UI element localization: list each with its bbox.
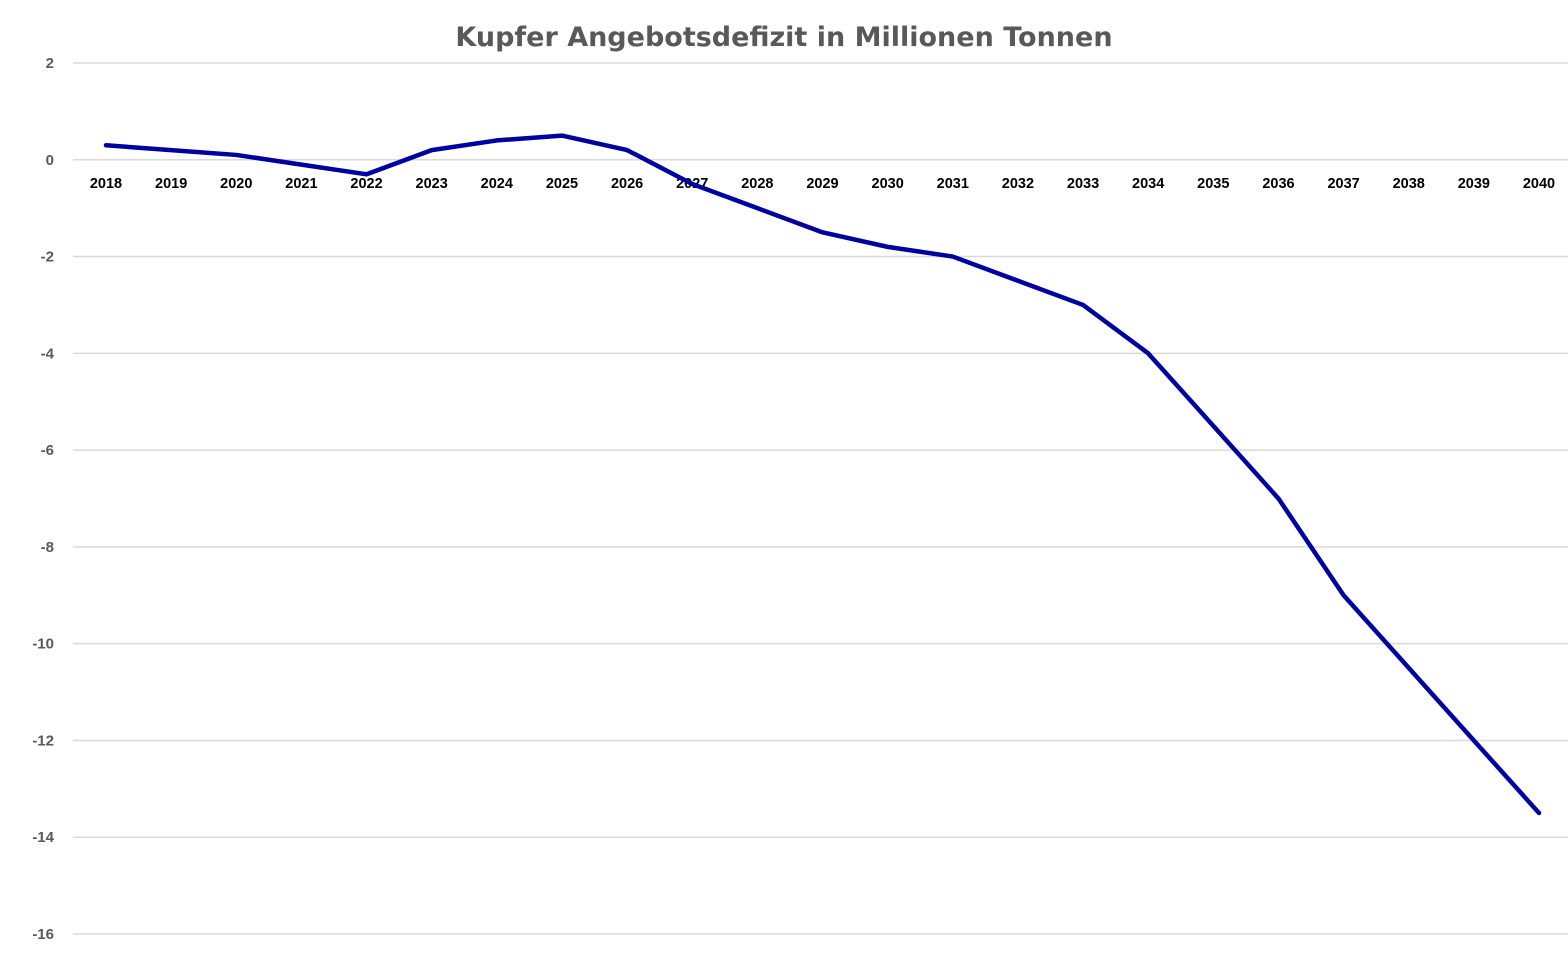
x-tick-label: 2036 <box>1262 176 1294 192</box>
series-layer <box>103 133 1542 816</box>
x-axis-ticks: 2018 2019 2020 2021 2022 2023 2024 2025 2026 2027… <box>90 176 1555 192</box>
x-tick-label: 2031 <box>937 176 969 192</box>
x-tick-label: 2018 <box>90 176 122 192</box>
gridlines <box>73 62 1568 935</box>
y-tick-label: 2 <box>46 55 54 72</box>
x-tick-label: 2022 <box>350 176 382 192</box>
y-tick-label: -14 <box>32 829 54 846</box>
series-line <box>103 133 1542 816</box>
chart-title: Kupfer Angebotsdefizit in Millionen Tonn… <box>455 22 1112 53</box>
y-tick-label: -8 <box>41 539 54 556</box>
y-tick-label: -2 <box>41 249 54 266</box>
x-tick-label: 2034 <box>1132 176 1164 192</box>
x-tick-label: 2029 <box>806 176 838 192</box>
x-tick-label: 2035 <box>1197 176 1229 192</box>
y-tick-label: -16 <box>32 926 54 943</box>
y-tick-label: -4 <box>41 345 55 362</box>
x-tick-label: 2023 <box>416 176 448 192</box>
x-tick-label: 2019 <box>155 176 187 192</box>
x-tick-label: 2024 <box>481 176 513 192</box>
y-axis-ticks: 2 0 -2 -4 -6 -8 -10 -12 -14 -16 <box>32 55 54 943</box>
x-tick-label: 2040 <box>1523 176 1555 192</box>
x-tick-label: 2033 <box>1067 176 1099 192</box>
x-tick-label: 2028 <box>741 176 773 192</box>
x-tick-label: 2026 <box>611 176 643 192</box>
x-tick-label: 2025 <box>546 176 578 192</box>
y-tick-label: -12 <box>32 732 54 749</box>
x-tick-label: 2038 <box>1393 176 1425 192</box>
x-tick-label: 2037 <box>1327 176 1359 192</box>
y-tick-label: -10 <box>32 636 54 653</box>
y-tick-label: -6 <box>41 442 54 459</box>
x-tick-label: 2032 <box>1002 176 1034 192</box>
x-tick-label: 2021 <box>285 176 317 192</box>
x-tick-label: 2030 <box>872 176 904 192</box>
x-tick-label: 2039 <box>1458 176 1490 192</box>
x-tick-label: 2020 <box>220 176 252 192</box>
y-tick-label: 0 <box>46 152 54 169</box>
